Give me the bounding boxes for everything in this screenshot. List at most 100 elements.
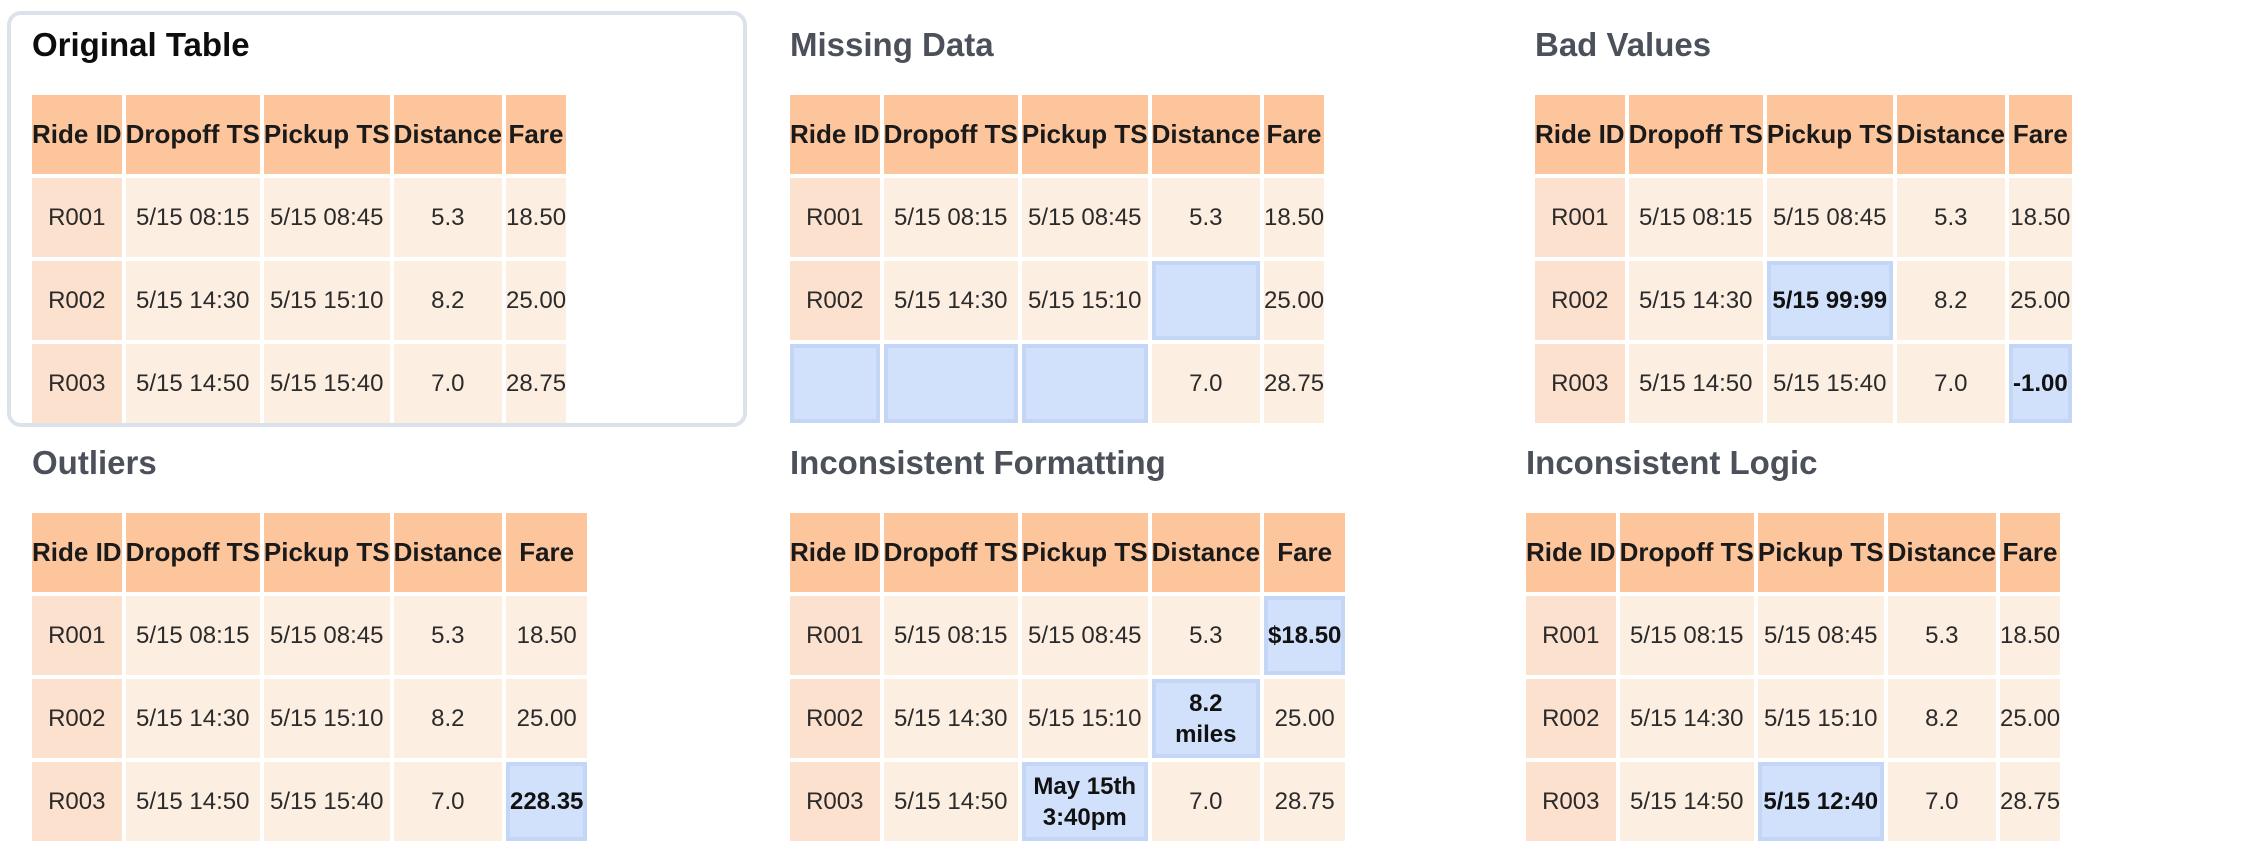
table-row: R001 5/15 08:15 5/15 08:45 5.3 18.50 xyxy=(32,178,567,257)
table-row: R001 5/15 08:15 5/15 08:45 5.3 18.50 xyxy=(1526,596,2061,675)
cell-distance: 8.2 xyxy=(1896,261,2005,340)
cell-dropoff-ts: 5/15 08:15 xyxy=(883,596,1018,675)
flagged-cell-pickup-ts: May 15th 3:40pm xyxy=(1021,762,1148,841)
cell-pickup-ts: 5/15 08:45 xyxy=(1021,178,1148,257)
cell-distance: 8.2 xyxy=(393,679,502,758)
header-row: Ride ID Dropoff TS Pickup TS Distance Fare xyxy=(1526,513,2061,592)
cell-ride-id: R001 xyxy=(790,178,880,257)
cell-pickup-ts: 5/15 15:10 xyxy=(263,261,390,340)
highlight-frame xyxy=(7,11,747,427)
flagged-cell-pickup-ts: 5/15 12:40 xyxy=(1757,762,1884,841)
data-table: Ride ID Dropoff TS Pickup TS Distance Fare R0… xyxy=(1522,509,2064,845)
table-row: R001 5/15 08:15 5/15 08:45 5.3 18.50 xyxy=(32,596,588,675)
cell-pickup-ts: 5/15 15:10 xyxy=(263,679,390,758)
column-header-ride-id: Ride ID xyxy=(32,513,122,592)
cell-pickup-ts: 5/15 08:45 xyxy=(263,178,390,257)
column-header-distance: Distance xyxy=(1896,95,2005,174)
data-table: Ride ID Dropoff TS Pickup TS Distance Fare R0… xyxy=(786,91,1328,427)
cell-dropoff-ts: 5/15 08:15 xyxy=(125,178,260,257)
cell-distance: 7.0 xyxy=(1151,344,1260,423)
table-row: R001 5/15 08:15 5/15 08:45 5.3 $18.50 xyxy=(790,596,1346,675)
table-row: R001 5/15 08:15 5/15 08:45 5.3 18.50 xyxy=(790,178,1325,257)
header-row: Ride ID Dropoff TS Pickup TS Distance Fare xyxy=(790,95,1325,174)
cell-distance: 5.3 xyxy=(393,596,502,675)
cell-distance: 8.2 xyxy=(1887,679,1996,758)
cell-fare: 18.50 xyxy=(1999,596,2061,675)
column-header-fare: Fare xyxy=(505,513,588,592)
table-row: R002 5/15 14:30 5/15 15:10 8.2 25.00 xyxy=(32,261,567,340)
cell-distance: 5.3 xyxy=(1887,596,1996,675)
cell-dropoff-ts: 5/15 08:15 xyxy=(1628,178,1763,257)
column-header-pickup-ts: Pickup TS xyxy=(1757,513,1884,592)
table-row: R002 5/15 14:30 5/15 15:10 25.00 xyxy=(790,261,1325,340)
cell-fare: 25.00 xyxy=(2008,261,2072,340)
cell-dropoff-ts: 5/15 14:30 xyxy=(1619,679,1754,758)
cell-fare: 18.50 xyxy=(505,596,588,675)
table-row: 7.0 28.75 xyxy=(790,344,1325,423)
column-header-pickup-ts: Pickup TS xyxy=(1766,95,1893,174)
cell-ride-id: R003 xyxy=(32,762,122,841)
column-header-fare: Fare xyxy=(1263,95,1325,174)
cell-ride-id: R001 xyxy=(1535,178,1625,257)
table-row: R002 5/15 14:30 5/15 15:10 8.2 25.00 xyxy=(1526,679,2061,758)
header-row: Ride ID Dropoff TS Pickup TS Distance Fare xyxy=(790,513,1346,592)
column-header-fare: Fare xyxy=(1999,513,2061,592)
data-table: Ride ID Dropoff TS Pickup TS Distance Fare R0… xyxy=(28,509,591,845)
missing-cell-ride-id xyxy=(790,344,880,423)
table-row: R002 5/15 14:30 5/15 15:10 8.2 25.00 xyxy=(32,679,588,758)
cell-fare: 25.00 xyxy=(1263,261,1325,340)
cell-distance: 7.0 xyxy=(393,762,502,841)
cell-fare: 28.75 xyxy=(1263,344,1325,423)
cell-ride-id: R001 xyxy=(790,596,880,675)
cell-ride-id: R003 xyxy=(1535,344,1625,423)
data-table: Ride ID Dropoff TS Pickup TS Distance Fare R0… xyxy=(28,91,570,427)
cell-pickup-ts: 5/15 15:40 xyxy=(263,762,390,841)
cell-pickup-ts: 5/15 08:45 xyxy=(263,596,390,675)
table-row: R002 5/15 14:30 5/15 99:99 8.2 25.00 xyxy=(1535,261,2072,340)
column-header-dropoff-ts: Dropoff TS xyxy=(883,513,1018,592)
column-header-distance: Distance xyxy=(393,513,502,592)
flagged-value: $18.50 xyxy=(1267,622,1342,649)
column-header-ride-id: Ride ID xyxy=(1535,95,1625,174)
cell-pickup-ts: 5/15 08:45 xyxy=(1021,596,1148,675)
cell-dropoff-ts: 5/15 14:50 xyxy=(883,762,1018,841)
column-header-dropoff-ts: Dropoff TS xyxy=(1619,513,1754,592)
cell-fare: 18.50 xyxy=(505,178,567,257)
column-header-fare: Fare xyxy=(1263,513,1346,592)
cell-ride-id: R003 xyxy=(790,762,880,841)
cell-ride-id: R003 xyxy=(1526,762,1616,841)
column-header-dropoff-ts: Dropoff TS xyxy=(883,95,1018,174)
cell-distance: 5.3 xyxy=(1151,596,1260,675)
column-header-pickup-ts: Pickup TS xyxy=(1021,95,1148,174)
column-header-fare: Fare xyxy=(505,95,567,174)
cell-ride-id: R002 xyxy=(32,679,122,758)
header-row: Ride ID Dropoff TS Pickup TS Distance Fare xyxy=(1535,95,2072,174)
cell-distance: 5.3 xyxy=(393,178,502,257)
column-header-distance: Distance xyxy=(1887,513,1996,592)
cell-dropoff-ts: 5/15 08:15 xyxy=(1619,596,1754,675)
panel-title: Inconsistent Formatting xyxy=(790,444,1166,481)
cell-distance: 7.0 xyxy=(1151,762,1260,841)
cell-distance: 5.3 xyxy=(1151,178,1260,257)
flagged-cell-fare: 228.35 xyxy=(505,762,588,841)
column-header-dropoff-ts: Dropoff TS xyxy=(1628,95,1763,174)
flagged-value: May 15th 3:40pm xyxy=(1033,772,1137,831)
column-header-ride-id: Ride ID xyxy=(790,95,880,174)
cell-fare: 25.00 xyxy=(1999,679,2061,758)
table-row: R003 5/15 14:50 May 15th 3:40pm 7.0 28.75 xyxy=(790,762,1346,841)
column-header-fare: Fare xyxy=(2008,95,2072,174)
cell-ride-id: R002 xyxy=(1526,679,1616,758)
column-header-distance: Distance xyxy=(393,95,502,174)
column-header-dropoff-ts: Dropoff TS xyxy=(125,513,260,592)
cell-dropoff-ts: 5/15 08:15 xyxy=(125,596,260,675)
cell-fare: 25.00 xyxy=(505,261,567,340)
table-row: R003 5/15 14:50 5/15 15:40 7.0 -1.00 xyxy=(1535,344,2072,423)
cell-pickup-ts: 5/15 15:10 xyxy=(1757,679,1884,758)
cell-ride-id: R002 xyxy=(1535,261,1625,340)
column-header-pickup-ts: Pickup TS xyxy=(263,513,390,592)
table-row: R003 5/15 14:50 5/15 15:40 7.0 28.75 xyxy=(32,344,567,423)
flagged-value: 8.2 miles xyxy=(1175,689,1237,748)
flagged-cell-distance: 8.2 miles xyxy=(1151,679,1260,758)
cell-dropoff-ts: 5/15 14:30 xyxy=(125,261,260,340)
column-header-dropoff-ts: Dropoff TS xyxy=(125,95,260,174)
